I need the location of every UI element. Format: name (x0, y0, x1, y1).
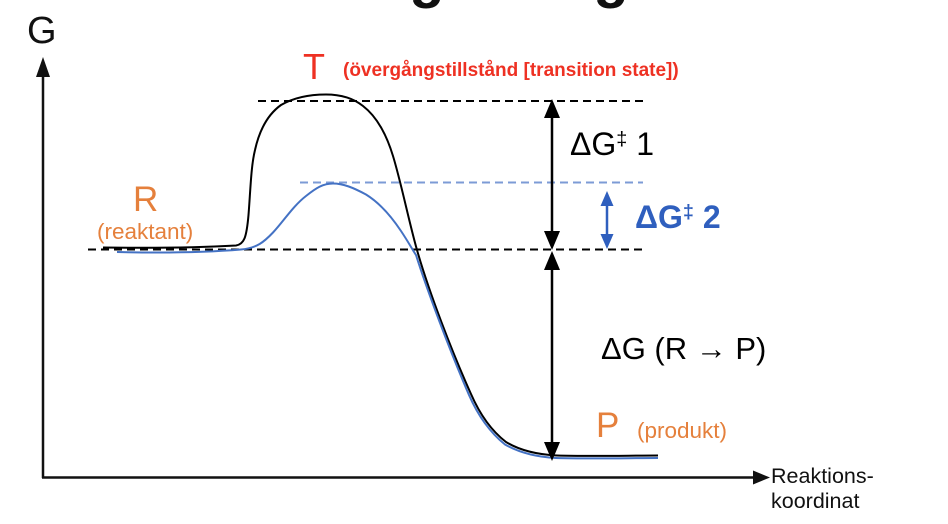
dg1-label: ΔG‡ 1 (570, 128, 654, 160)
transition-state-symbol: T (303, 46, 325, 87)
dg2-suffix: 2 (693, 199, 721, 235)
y-axis-label: G (27, 10, 57, 52)
y-axis-arrowhead (36, 57, 50, 77)
blue-energy-curve (116, 182, 659, 460)
dg2-prefix: ΔG (635, 199, 683, 235)
reactant-description: (reaktant) (97, 219, 194, 244)
transition-state-description: (övergångstillstånd [transition state]) (343, 60, 679, 81)
product-description: (produkt) (637, 418, 728, 443)
dg-reaction-label: ΔG (R → P) (601, 331, 767, 366)
y-axis (36, 57, 50, 478)
dg1-arrow (544, 99, 560, 250)
dg2-label: ΔG‡ 2 (635, 201, 721, 233)
x-axis (42, 470, 770, 485)
dg1-suffix: 1 (627, 126, 654, 162)
dg1-dagger: ‡ (616, 128, 628, 151)
x-axis-label-line2: koordinat (771, 489, 860, 514)
reactant-symbol: R (133, 180, 159, 219)
slide-title: Aktiveringsenergi (170, 0, 644, 6)
x-axis-label-line1: Reaktions- (771, 464, 874, 488)
black-energy-curve (102, 93, 659, 457)
dg2-arrow (600, 191, 614, 249)
dg1-prefix: ΔG (570, 126, 617, 162)
product-symbol: P (596, 406, 620, 445)
x-axis-label: Reaktions- koordinat (771, 464, 874, 515)
dg-reaction-arrow (544, 251, 560, 461)
x-axis-arrowhead (753, 470, 770, 485)
dg2-dagger: ‡ (682, 201, 694, 224)
